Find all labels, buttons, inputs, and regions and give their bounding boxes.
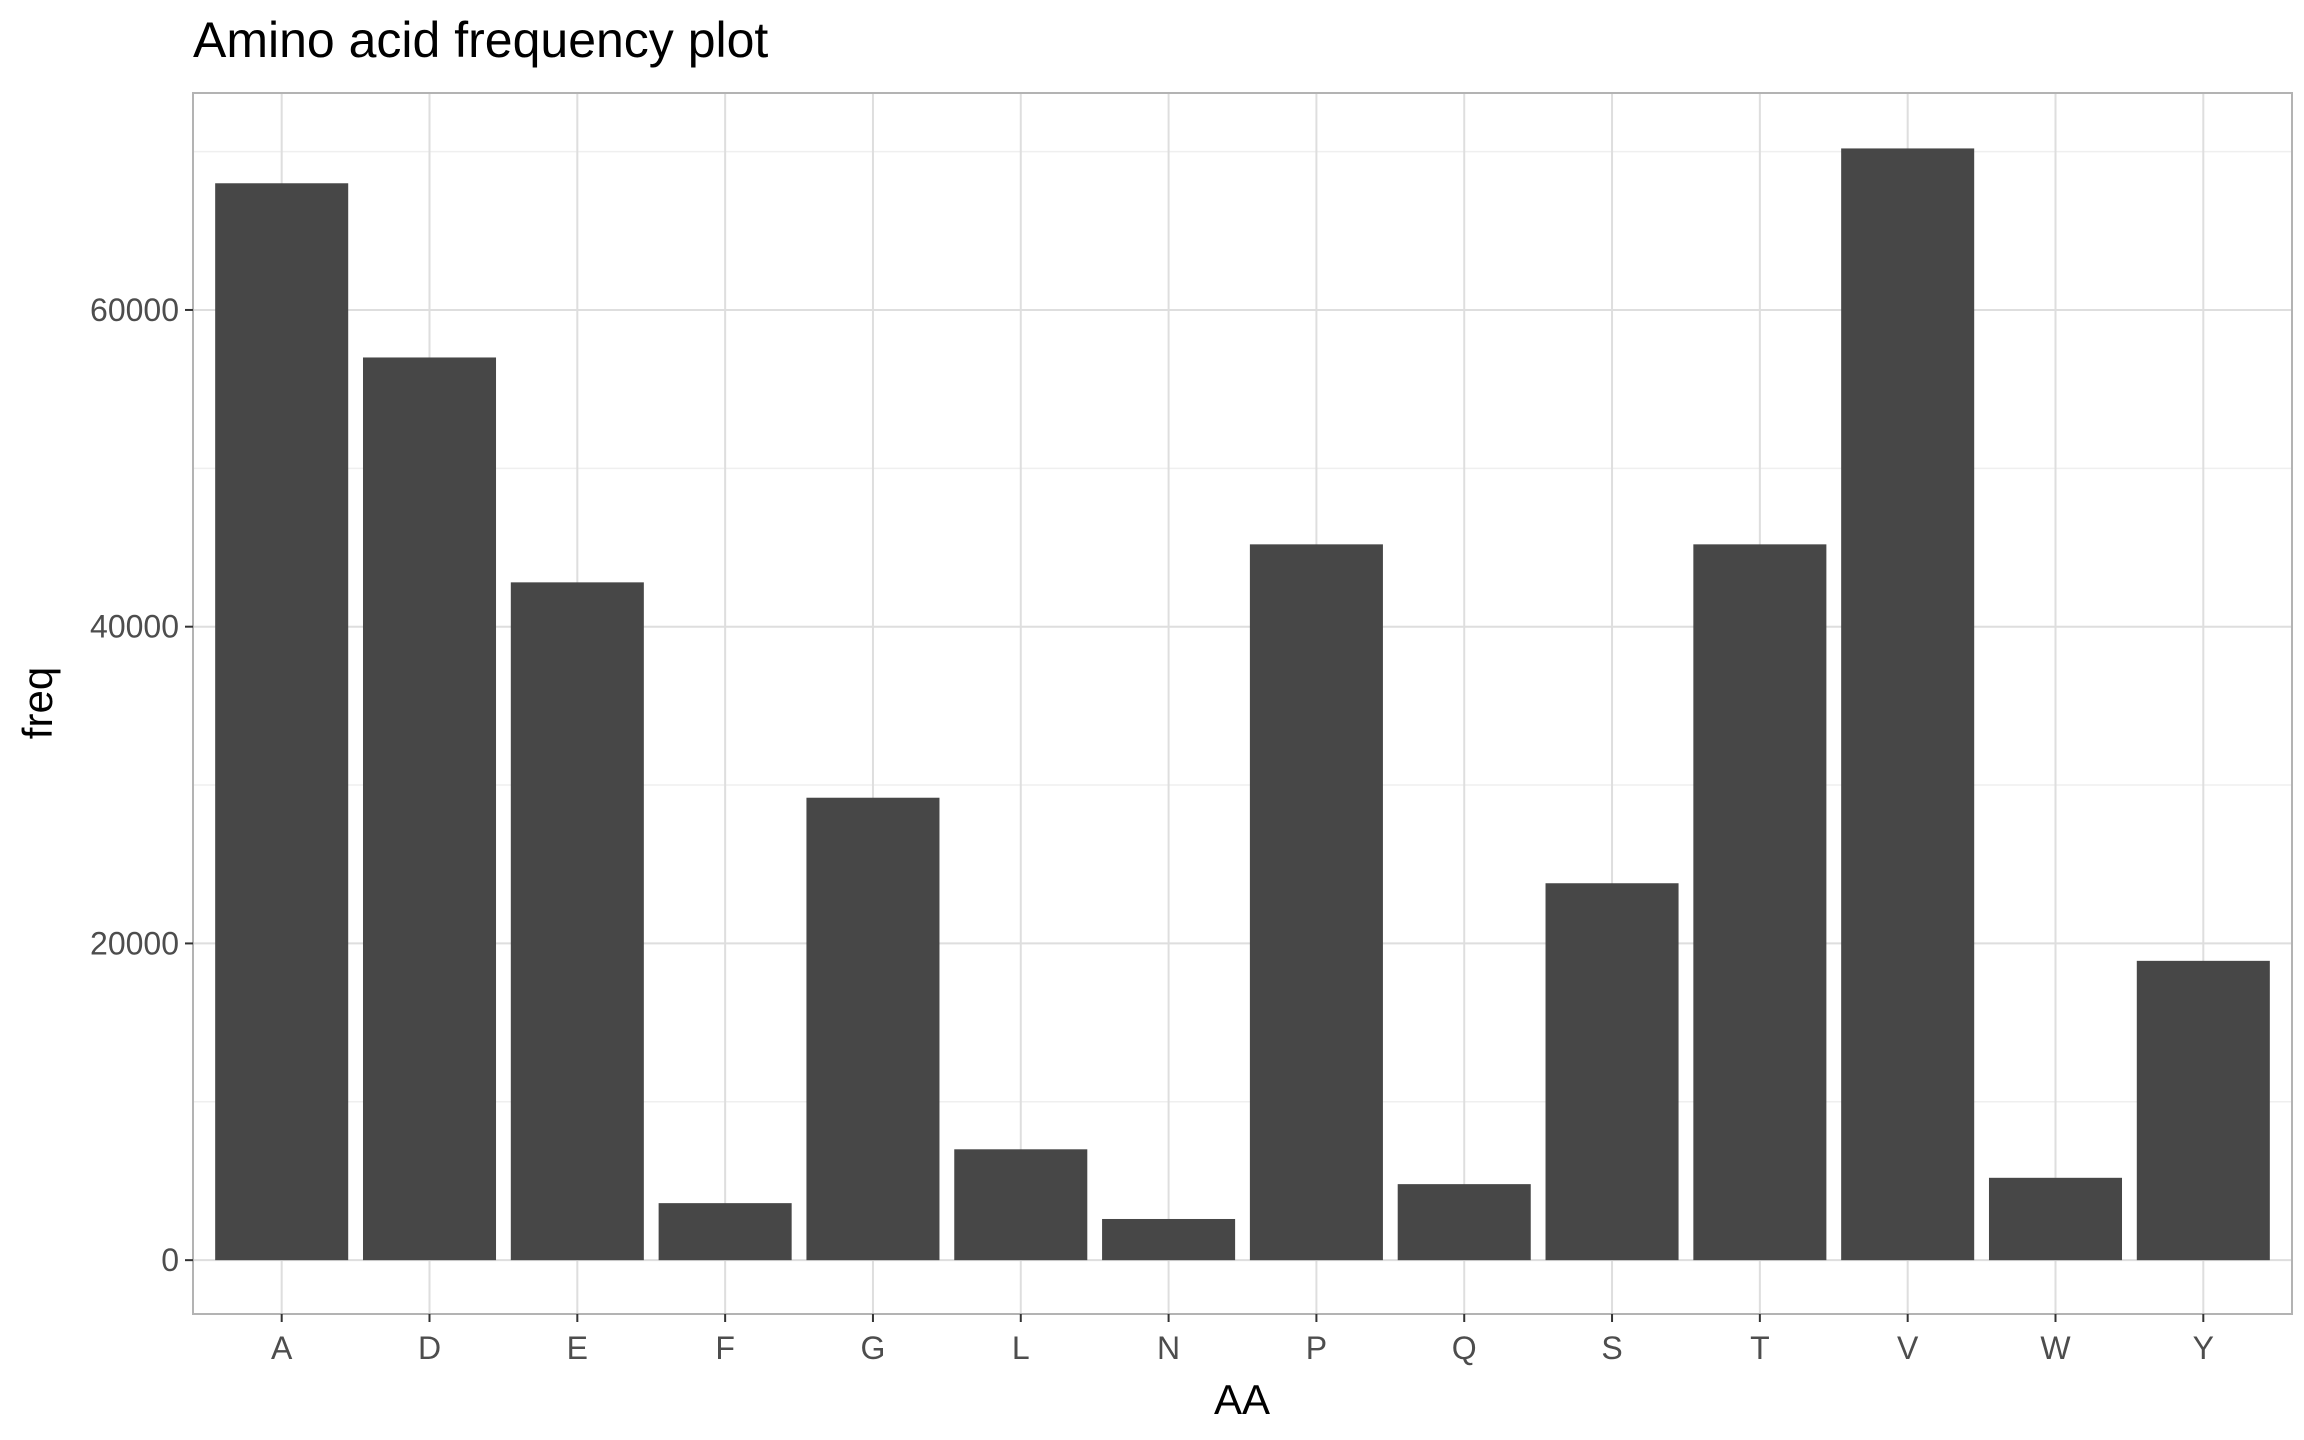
bar-A [215, 183, 349, 1261]
x-tick-label: A [271, 1330, 293, 1366]
bar-V [1841, 148, 1975, 1261]
x-tick-label: D [418, 1330, 441, 1366]
x-tick-label: P [1306, 1330, 1327, 1366]
panel-border [192, 92, 2293, 1315]
bar-L [954, 1149, 1088, 1261]
chart-title: Amino acid frequency plot [193, 12, 768, 68]
bar-E [510, 582, 644, 1261]
bar-Y [2136, 960, 2270, 1261]
y-tick-label: 60000 [90, 292, 179, 328]
bar-S [1545, 883, 1679, 1261]
x-axis-label: AA [1214, 1376, 1270, 1423]
x-tick-label: W [2040, 1330, 2071, 1366]
grid-lines [193, 93, 2292, 1314]
x-tick-label: N [1157, 1330, 1180, 1366]
bar-D [362, 357, 497, 1261]
y-tick-label: 20000 [90, 925, 179, 961]
y-tick-label: 40000 [90, 609, 179, 645]
bar-P [1249, 544, 1383, 1261]
x-tick-label: T [1750, 1330, 1770, 1366]
x-tick-label: E [567, 1330, 588, 1366]
x-tick-label: Q [1452, 1330, 1477, 1366]
x-tick-label: S [1601, 1330, 1622, 1366]
x-tick-label: G [861, 1330, 886, 1366]
bar-G [806, 797, 940, 1261]
y-axis-label: freq [14, 667, 61, 739]
bars [215, 148, 2270, 1261]
x-tick-label: L [1012, 1330, 1030, 1366]
x-tick-label: Y [2193, 1330, 2214, 1366]
bar-T [1693, 544, 1827, 1261]
bar-F [658, 1203, 792, 1261]
bar-W [1988, 1177, 2123, 1261]
x-tick-label: V [1897, 1330, 1919, 1366]
bar-N [1102, 1218, 1236, 1261]
y-tick-label: 0 [161, 1242, 179, 1278]
bar-Q [1397, 1184, 1531, 1261]
x-tick-label: F [715, 1330, 735, 1366]
y-axis-ticks: 0 20000 40000 60000 [90, 292, 193, 1278]
